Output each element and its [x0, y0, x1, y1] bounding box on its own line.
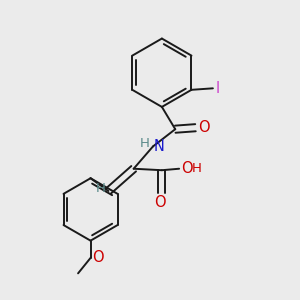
- Text: H: H: [96, 182, 106, 195]
- Text: H: H: [140, 137, 150, 150]
- Text: O: O: [92, 250, 103, 265]
- Text: I: I: [215, 81, 220, 96]
- Text: O: O: [198, 120, 209, 135]
- Text: N: N: [154, 139, 164, 154]
- Text: O: O: [181, 160, 193, 175]
- Text: H: H: [192, 162, 202, 175]
- Text: O: O: [154, 196, 165, 211]
